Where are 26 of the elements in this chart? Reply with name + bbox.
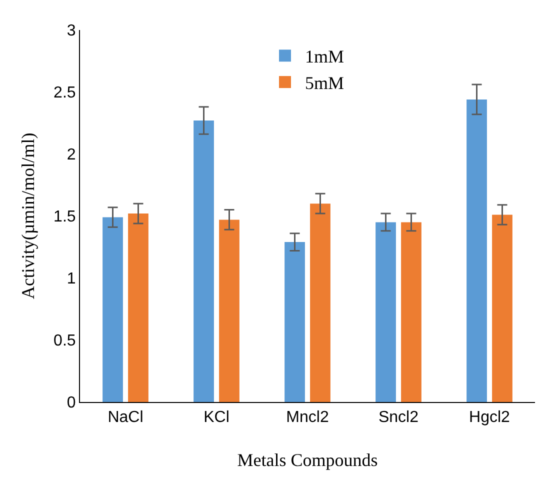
x-tick-label: Mncl2 [286, 409, 329, 426]
legend-label: 1mM [305, 46, 344, 67]
bar [376, 222, 396, 402]
x-tick-label: KCl [204, 409, 230, 426]
y-axis-title: Activity(µmin/mol/ml) [18, 132, 38, 300]
bar [128, 214, 148, 402]
bar [219, 220, 240, 402]
y-tick-label: 2.5 [54, 84, 76, 102]
legend-label: 5mM [305, 73, 344, 94]
x-tick-label: Hgcl2 [469, 409, 510, 426]
bar [492, 214, 512, 402]
y-tick-label: 3 [66, 22, 76, 40]
bar [194, 120, 214, 402]
y-tick-label: 0.5 [54, 332, 76, 350]
x-tick-label: Sncl2 [378, 409, 419, 426]
y-tick-label: 1.5 [54, 208, 76, 226]
bar [466, 99, 487, 402]
x-tick-label: NaCl [108, 409, 144, 426]
bar [284, 242, 305, 402]
bar [401, 222, 422, 402]
y-tick-label: 1 [66, 270, 76, 288]
bar [102, 217, 123, 402]
y-tick-label: 2 [66, 146, 76, 164]
x-axis-title: Metals Compounds [237, 450, 378, 470]
y-tick-label: 0 [66, 394, 76, 412]
bar [310, 204, 330, 402]
